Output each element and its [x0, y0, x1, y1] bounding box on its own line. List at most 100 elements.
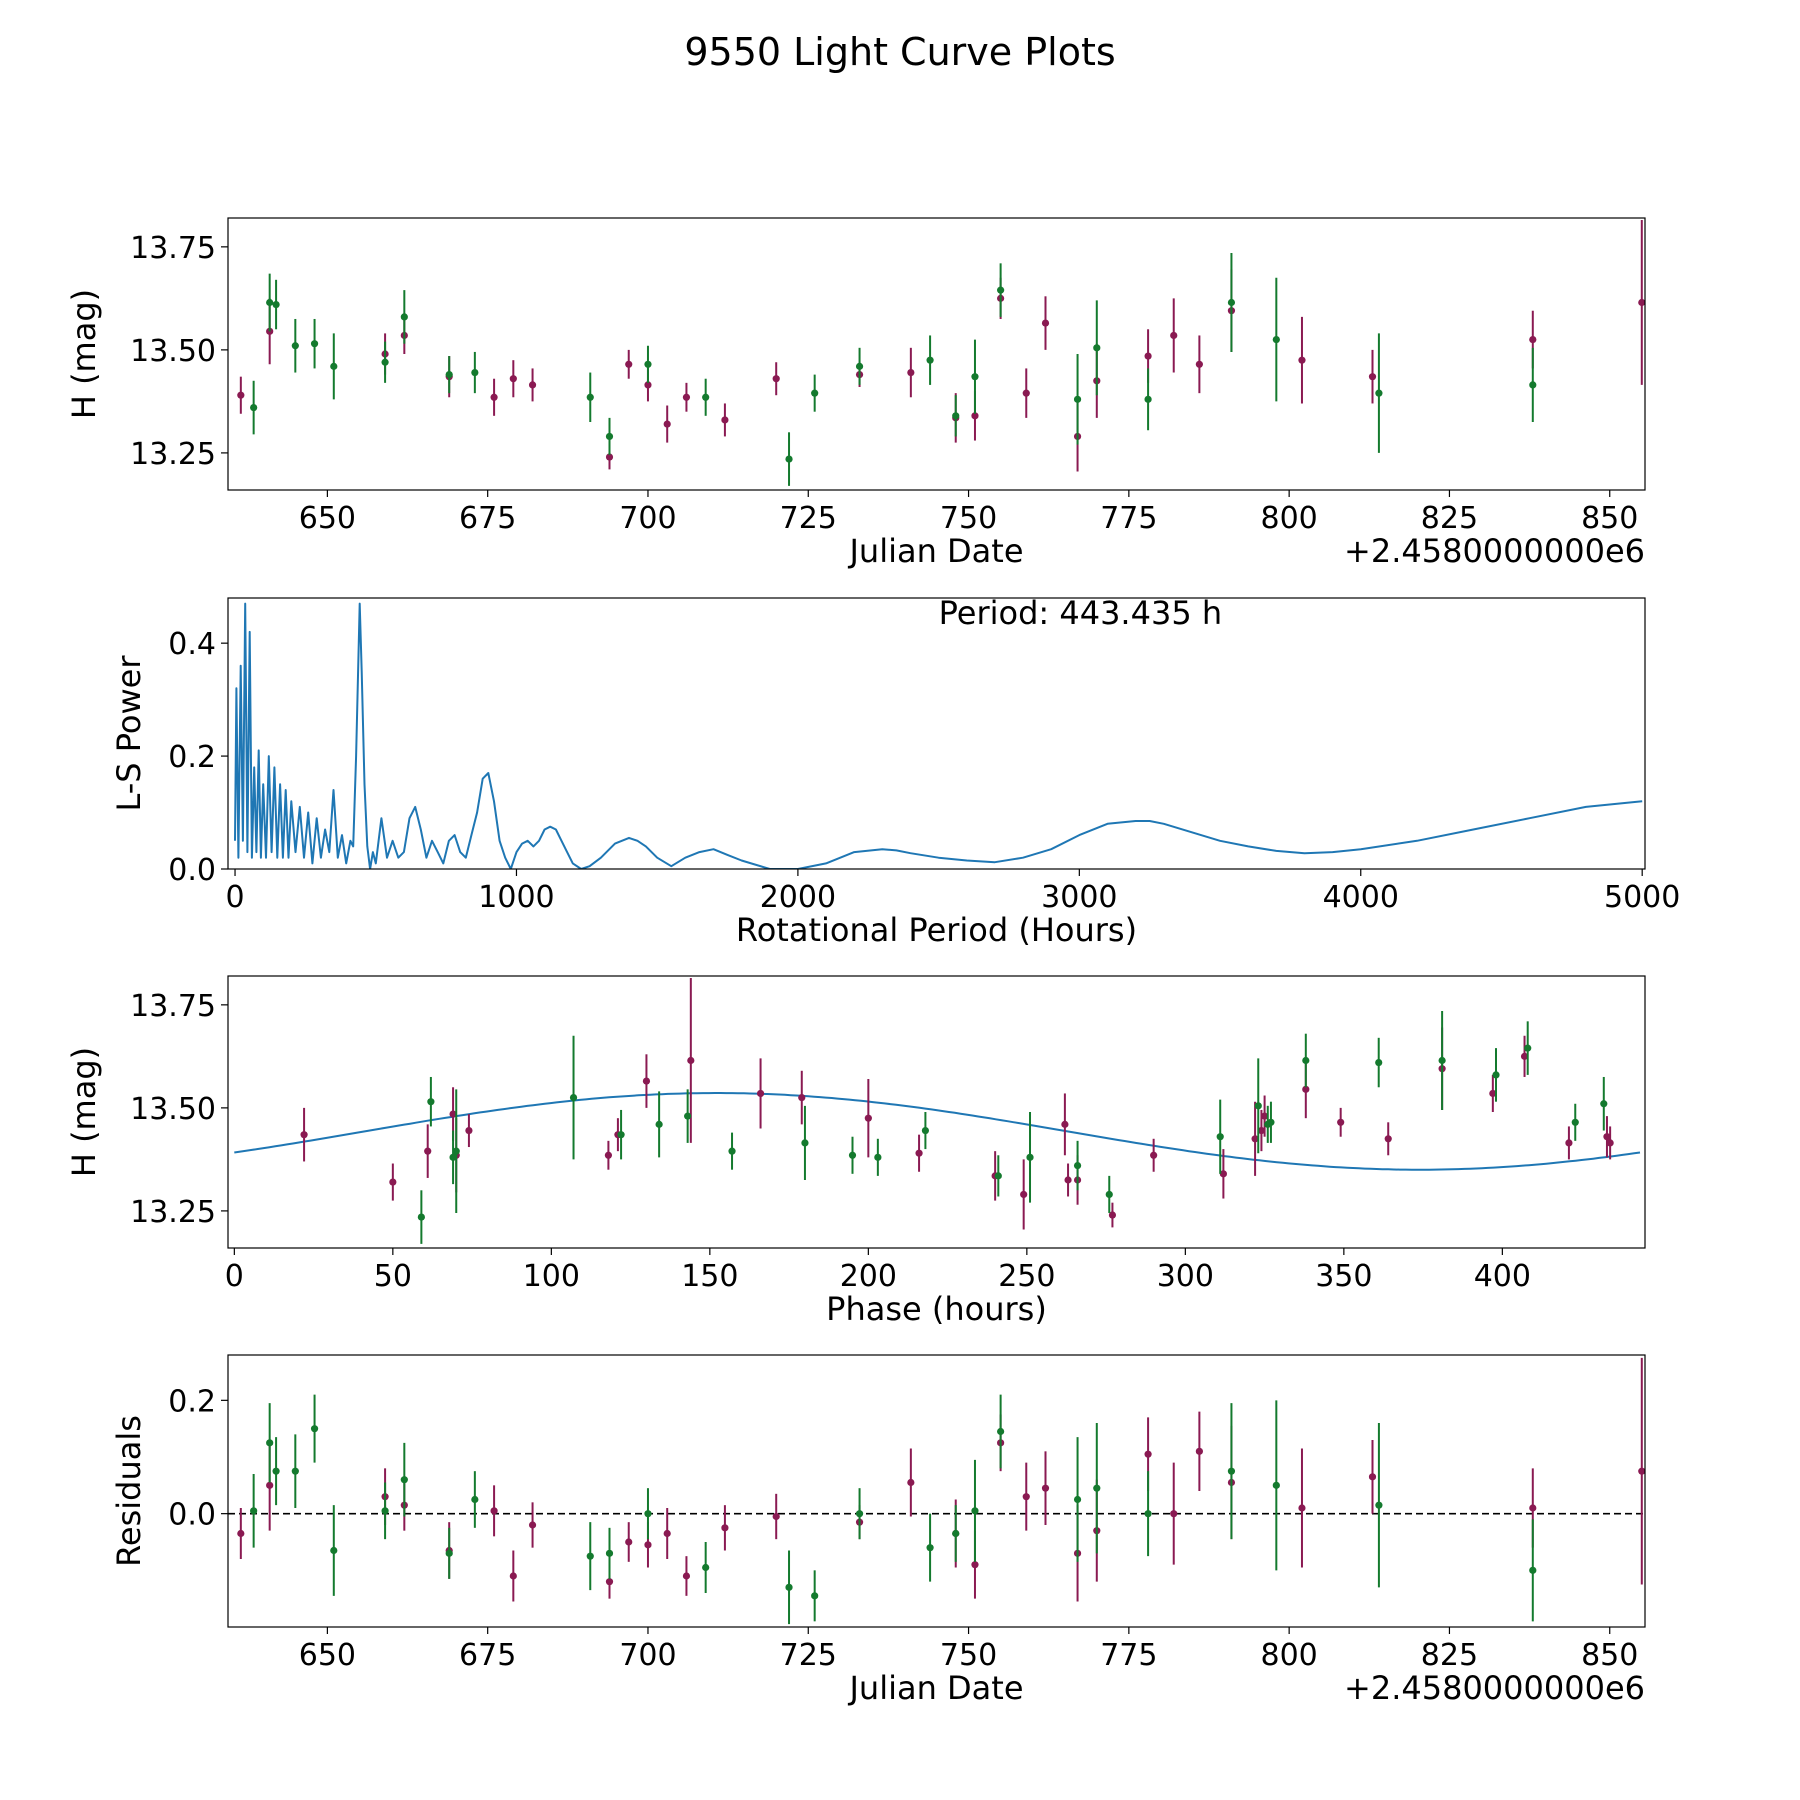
data-marker	[1260, 1112, 1269, 1120]
data-marker	[1603, 1133, 1611, 1141]
data-point	[655, 1091, 663, 1158]
axes-frame	[227, 975, 1646, 1249]
data-marker	[330, 1546, 338, 1555]
data-marker	[971, 373, 979, 381]
data-point	[1638, 1357, 1645, 1585]
panel-residuals: 650 675 700 725 750 775 800 825 850 0.0 0.2 Julian …	[110, 1354, 1646, 1707]
data-point	[772, 362, 780, 396]
data-marker	[272, 300, 280, 309]
data-marker	[971, 412, 979, 420]
data-marker	[952, 412, 960, 420]
data-marker	[1093, 344, 1101, 352]
data-point	[452, 1089, 460, 1213]
data-point	[1073, 1437, 1082, 1562]
y-tick-label: 0.2	[168, 1384, 216, 1419]
data-point	[1195, 1411, 1203, 1491]
x-tick-label: 750	[940, 501, 997, 536]
x-tick-label: 0	[225, 880, 244, 915]
data-point	[702, 378, 710, 416]
data-point	[1606, 1126, 1614, 1160]
data-marker	[1108, 1211, 1117, 1219]
data-marker	[1251, 1135, 1259, 1143]
data-marker	[756, 1089, 765, 1098]
data-point	[756, 1058, 765, 1129]
data-marker	[1073, 1495, 1082, 1504]
panel-phase-folded: 0 50 100 150 200 250 300 350 400 13.25 13.50 13.75 P…	[65, 975, 1646, 1328]
data-marker	[452, 1147, 460, 1155]
x-tick-label: 150	[681, 1259, 738, 1294]
data-point	[772, 1493, 780, 1540]
x-tick-label: 825	[1421, 1638, 1478, 1673]
data-point	[400, 1442, 408, 1517]
data-marker	[864, 1114, 872, 1122]
x-tick-label: 800	[1261, 1638, 1318, 1673]
data-point	[1565, 1126, 1573, 1160]
data-point	[915, 1134, 923, 1172]
x-tick-label: 4000	[1323, 880, 1399, 915]
data-marker	[702, 1563, 710, 1572]
data-point	[1022, 368, 1030, 418]
y-axis-label: L-S Power	[110, 655, 148, 812]
data-point	[1041, 296, 1050, 350]
data-marker	[1061, 1120, 1069, 1128]
data-point	[1267, 1101, 1275, 1143]
data-marker	[971, 1507, 979, 1515]
y-tick-label: 13.25	[130, 437, 216, 472]
data-marker	[801, 1139, 809, 1147]
data-marker	[427, 1098, 435, 1106]
data-marker	[471, 368, 479, 377]
data-marker	[471, 1495, 479, 1504]
data-point	[266, 1403, 274, 1483]
data-marker	[907, 368, 915, 377]
data-point	[952, 395, 960, 437]
data-marker	[1302, 1056, 1310, 1065]
data-marker	[605, 432, 614, 441]
data-marker	[445, 1549, 453, 1557]
data-marker	[1368, 1473, 1377, 1481]
data-marker	[1571, 1118, 1579, 1126]
data-marker	[1267, 1118, 1275, 1126]
data-marker	[785, 1583, 793, 1591]
data-marker	[702, 393, 710, 401]
data-point	[625, 1522, 633, 1562]
data-point	[330, 333, 338, 400]
x-tick-label: 850	[1581, 501, 1638, 536]
panel-periodogram: 0 1000 2000 3000 4000 5000 0.0 0.2 0.4 Rotational…	[110, 594, 1680, 949]
data-point	[617, 1109, 625, 1160]
data-point	[1337, 1107, 1345, 1137]
data-point	[682, 382, 691, 412]
data-marker	[1529, 1504, 1537, 1512]
data-point	[272, 279, 280, 330]
data-point	[250, 1474, 258, 1548]
data-point	[490, 378, 498, 416]
data-point	[1638, 220, 1645, 385]
data-marker	[449, 1153, 457, 1161]
data-marker	[1041, 319, 1050, 327]
data-point	[1093, 1423, 1101, 1554]
data-point	[1272, 277, 1280, 402]
data-marker	[687, 1056, 695, 1065]
x-tick-label: 725	[780, 1638, 837, 1673]
data-point	[1375, 333, 1383, 453]
data-marker	[569, 1093, 578, 1102]
data-point	[1489, 1074, 1497, 1112]
data-point	[381, 341, 389, 383]
data-marker	[300, 1131, 308, 1139]
data-point	[427, 1076, 435, 1127]
data-point	[1492, 1048, 1500, 1102]
data-marker	[237, 1529, 245, 1538]
data-point	[569, 1035, 578, 1160]
data-marker	[1272, 1481, 1280, 1489]
data-point	[272, 1437, 280, 1506]
data-point	[471, 351, 479, 394]
data-marker	[907, 1478, 915, 1487]
data-point	[644, 345, 652, 383]
data-point	[1227, 253, 1236, 352]
y-tick-label: 13.50	[130, 1092, 216, 1127]
data-point	[644, 1488, 652, 1540]
data-marker	[997, 286, 1005, 294]
x-axis-label: Julian Date	[847, 532, 1023, 570]
data-marker	[1144, 1450, 1152, 1458]
data-marker	[952, 1529, 960, 1538]
data-marker	[663, 1529, 671, 1538]
